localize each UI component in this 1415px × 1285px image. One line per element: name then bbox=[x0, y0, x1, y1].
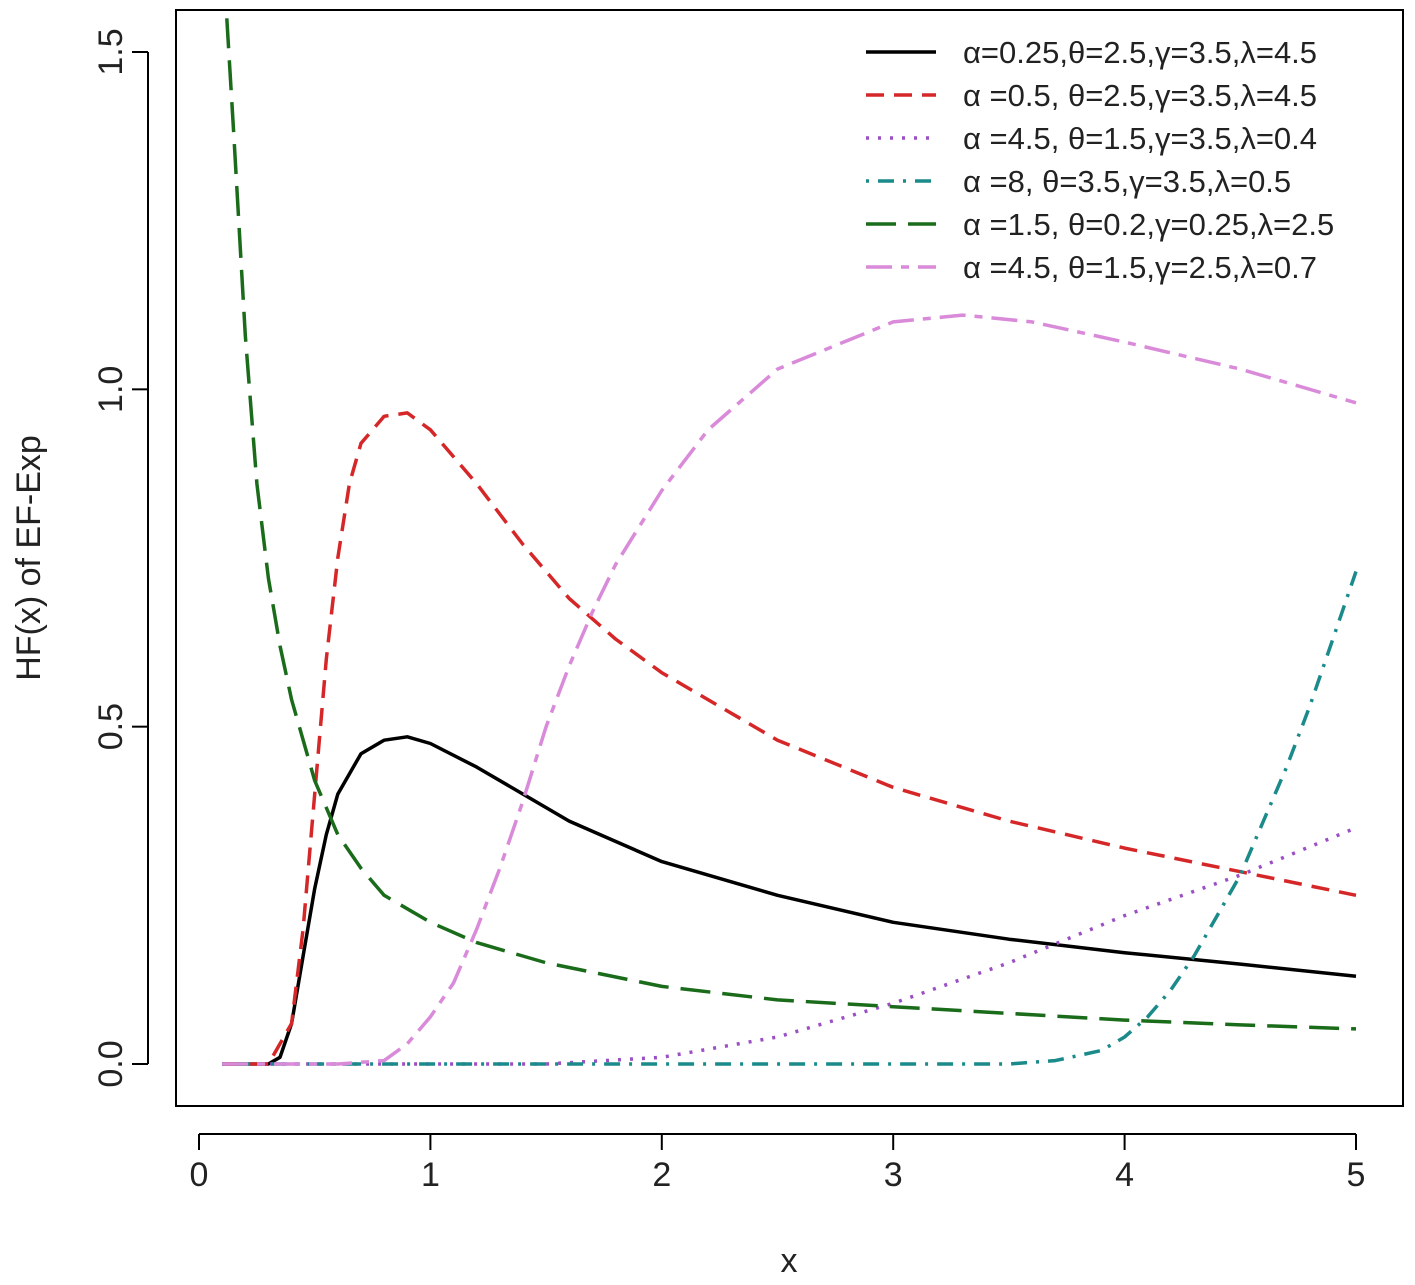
series-line-5 bbox=[225, 18, 1357, 1031]
plot-frame bbox=[175, 9, 1404, 1107]
series-line-4 bbox=[222, 570, 1358, 1066]
legend: α=0.25,θ=2.5,γ=3.5,λ=4.5 α =0.5, θ=2.5,γ=… bbox=[866, 35, 1334, 285]
x-tick-label: 5 bbox=[1347, 1156, 1366, 1194]
y-tick-label: 1.0 bbox=[92, 366, 130, 413]
legend-label-6: α =4.5, θ=1.5,γ=2.5,λ=0.7 bbox=[963, 250, 1317, 285]
legend-label-4: α =8, θ=3.5,γ=3.5,λ=0.5 bbox=[963, 164, 1291, 199]
x-tick-label: 1 bbox=[421, 1156, 440, 1194]
y-tick-label: 1.5 bbox=[92, 28, 130, 75]
x-axis-label: x bbox=[781, 1242, 798, 1280]
legend-label-3: α =4.5, θ=1.5,γ=3.5,λ=0.4 bbox=[963, 121, 1317, 156]
x-tick-label: 3 bbox=[884, 1156, 903, 1194]
x-tick-label: 2 bbox=[652, 1156, 671, 1194]
legend-label-5: α =1.5, θ=0.2,γ=0.25,λ=2.5 bbox=[963, 207, 1334, 242]
y-tick-label: 0.5 bbox=[92, 703, 130, 750]
y-tick-label: 0.0 bbox=[92, 1040, 130, 1087]
legend-label-2: α =0.5, θ=2.5,γ=3.5,λ=4.5 bbox=[963, 78, 1317, 113]
series-layer bbox=[222, 18, 1358, 1066]
series-line-1 bbox=[222, 735, 1357, 1066]
legend-label-1: α=0.25,θ=2.5,γ=3.5,λ=4.5 bbox=[963, 35, 1317, 70]
series-line-2 bbox=[222, 411, 1357, 1066]
x-tick-label: 0 bbox=[190, 1156, 209, 1194]
axes-layer: 0 1 2 3 4 5 0.0 0.5 1.0 1.5 bbox=[92, 28, 1365, 1194]
series-line-6 bbox=[222, 313, 1357, 1066]
x-tick-label: 4 bbox=[1115, 1156, 1134, 1194]
y-axis-label: HF(x) of EF-Exp bbox=[10, 435, 48, 681]
series-line-3 bbox=[222, 826, 1357, 1066]
